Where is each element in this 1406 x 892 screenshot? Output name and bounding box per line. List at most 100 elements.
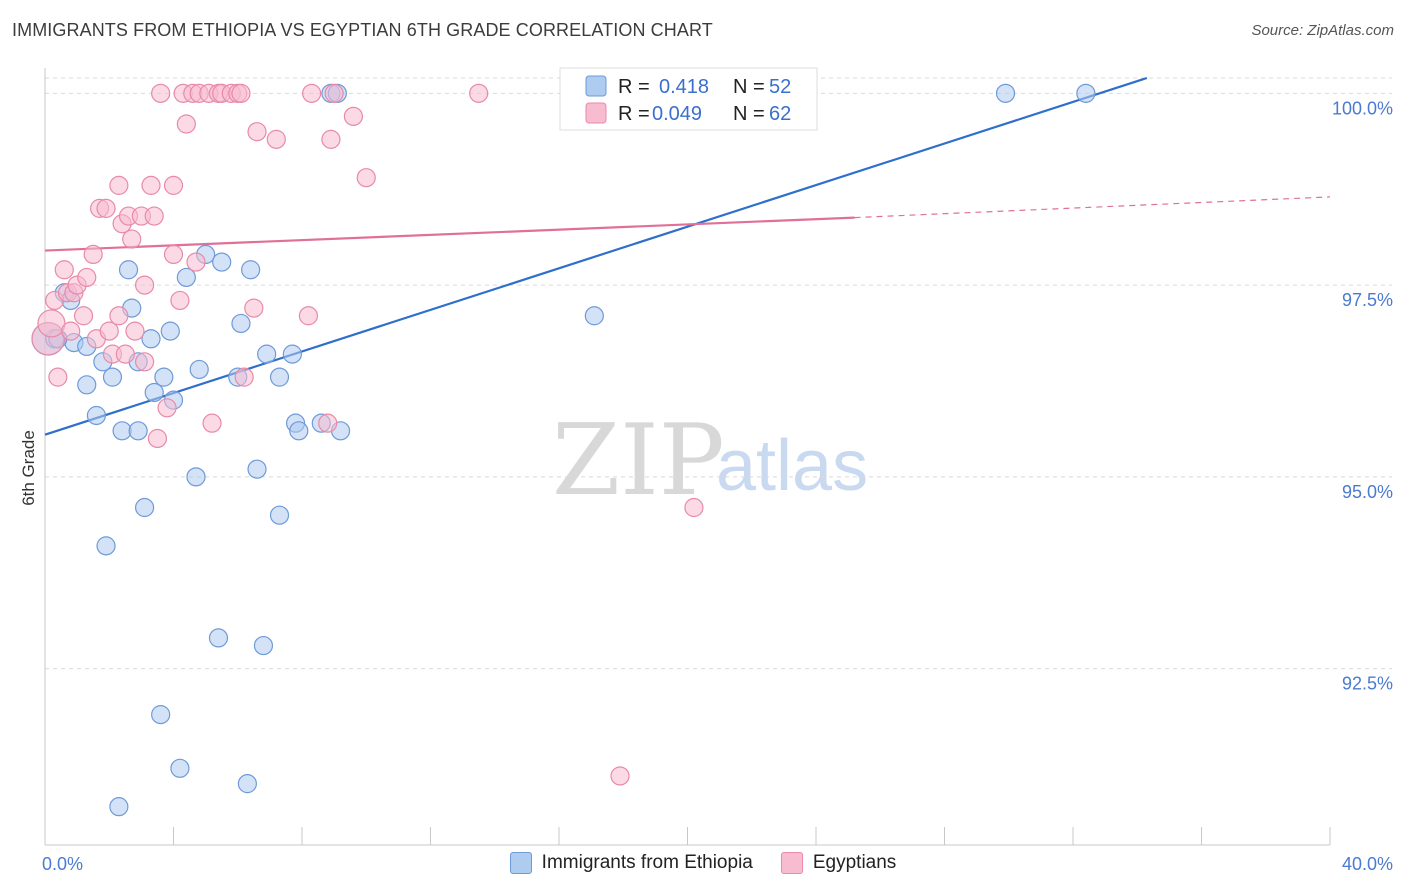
legend-swatch-ethiopia [509, 852, 532, 874]
point-ethiopia [208, 628, 229, 648]
point-egyptians [356, 168, 376, 188]
legend-r-value-pink: 0.049 [652, 103, 702, 125]
point-ethiopia [257, 344, 277, 364]
legend-swatch-blue [585, 75, 607, 97]
point-ethiopia [247, 459, 267, 479]
y-tick-label: 97.5% [1342, 290, 1393, 310]
point-egyptians [83, 244, 103, 265]
legend-item-ethiopia[interactable]: Immigrants from Ethiopia [509, 852, 753, 874]
point-ethiopia [176, 267, 196, 288]
point-ethiopia [102, 367, 123, 387]
point-egyptians [684, 497, 704, 518]
point-egyptians [302, 83, 322, 103]
point-egyptians [147, 428, 168, 449]
watermark: ZIP atlas [552, 404, 868, 518]
point-egyptians [157, 398, 177, 418]
y-tick-label: 95.0% [1342, 482, 1393, 502]
point-ethiopia [86, 405, 107, 426]
x-tick-label: 40.0% [1342, 854, 1393, 874]
point-ethiopia [189, 359, 209, 380]
point-egyptians [163, 175, 184, 195]
point-ethiopia [584, 306, 604, 326]
point-egyptians [99, 321, 119, 341]
chart-source: Source: ZipAtlas.com [1251, 22, 1394, 39]
point-egyptians [125, 321, 145, 341]
legend-n-value-pink: 62 [769, 103, 791, 125]
point-egyptians [151, 83, 171, 103]
point-egyptians [231, 83, 251, 103]
point-ethiopia [253, 635, 274, 656]
point-egyptians [343, 106, 363, 126]
correlation-legend: R = 0.418 N = 52 R = 0.049 N = 62 [559, 67, 818, 131]
legend-label-egyptians: Egyptians [812, 852, 897, 873]
axes [44, 68, 1331, 846]
legend-label-ethiopia: Immigrants from Ethiopia [541, 852, 753, 873]
point-ethiopia [151, 705, 171, 725]
point-ethiopia [141, 329, 161, 349]
point-egyptians [37, 309, 66, 338]
watermark-atlas: atlas [716, 426, 868, 506]
legend-r-label-blue: R = [618, 76, 650, 98]
y-axis-label: 6th Grade [19, 430, 38, 506]
y-tick-label: 92.5% [1342, 674, 1393, 694]
point-egyptians [469, 83, 489, 103]
point-ethiopia [237, 774, 257, 794]
point-egyptians [54, 260, 74, 280]
data-points [31, 83, 1096, 817]
trendline-egyptians [44, 216, 855, 252]
legend-n-label-pink: N = [733, 103, 765, 125]
series-legend: Immigrants from Ethiopia Egyptians [0, 852, 1406, 874]
point-egyptians [115, 344, 135, 364]
point-egyptians [202, 413, 222, 433]
point-egyptians [48, 367, 68, 387]
point-egyptians [144, 206, 164, 226]
legend-n-value-blue: 52 [769, 76, 791, 98]
point-ethiopia [995, 83, 1016, 103]
legend-swatch-egyptians [780, 852, 803, 874]
legend-r-label-pink: R = [618, 103, 650, 125]
point-egyptians [134, 275, 155, 295]
point-egyptians [134, 352, 155, 372]
point-egyptians [318, 413, 338, 433]
point-ethiopia [269, 367, 290, 387]
y-tick-label: 100.0% [1332, 98, 1393, 118]
point-egyptians [163, 244, 184, 265]
point-ethiopia [109, 797, 129, 817]
point-egyptians [176, 114, 196, 134]
legend-swatch-pink [585, 102, 607, 124]
point-egyptians [324, 83, 344, 103]
point-egyptians [244, 298, 264, 318]
point-ethiopia [77, 375, 97, 395]
point-ethiopia [1076, 83, 1096, 103]
legend-n-label-blue: N = [733, 76, 765, 98]
point-egyptians [61, 321, 81, 341]
trendline-extension-egyptians [854, 196, 1331, 219]
point-egyptians [266, 129, 286, 149]
point-egyptians [321, 129, 341, 149]
point-ethiopia [160, 321, 180, 341]
point-ethiopia [134, 497, 155, 518]
point-ethiopia [212, 252, 232, 272]
point-ethiopia [128, 421, 148, 441]
point-egyptians [610, 766, 630, 786]
x-tick-label: 0.0% [42, 854, 83, 874]
point-egyptians [247, 122, 267, 142]
tick-labels: 100.0% 97.5% 95.0% 92.5% 0.0% 40.0% [42, 98, 1393, 874]
legend-item-egyptians[interactable]: Egyptians [780, 852, 897, 874]
point-ethiopia [269, 505, 290, 525]
point-ethiopia [154, 367, 174, 387]
point-ethiopia [186, 467, 206, 487]
point-ethiopia [118, 260, 139, 280]
point-egyptians [96, 198, 116, 218]
point-egyptians [298, 306, 319, 326]
point-egyptians [109, 175, 129, 195]
point-ethiopia [170, 758, 190, 778]
legend-r-value-blue: 0.418 [659, 76, 709, 98]
point-ethiopia [96, 536, 116, 556]
point-ethiopia [144, 382, 164, 403]
point-egyptians [234, 367, 254, 387]
point-ethiopia [289, 421, 309, 441]
point-ethiopia [241, 260, 261, 280]
chart-title: IMMIGRANTS FROM ETHIOPIA VS EGYPTIAN 6TH… [12, 20, 713, 40]
